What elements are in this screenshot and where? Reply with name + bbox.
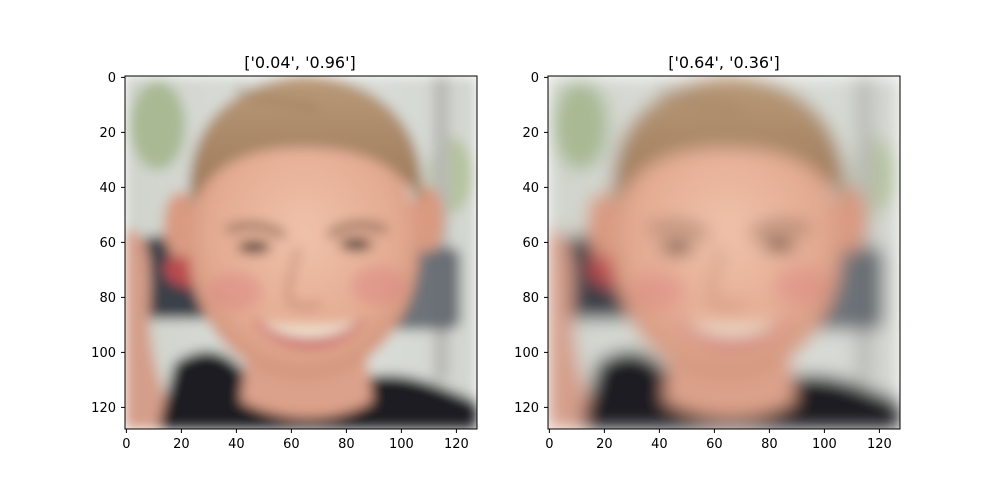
tick-label: 0 bbox=[122, 437, 130, 452]
tick-label: 40 bbox=[99, 181, 116, 196]
panel-right-x-ticks: 0 20 40 60 80 100 120 bbox=[545, 429, 892, 452]
tick-label: 40 bbox=[651, 437, 668, 452]
panel-right: ['0.64', '0.36'] 0 20 40 60 80 100 120 bbox=[514, 53, 901, 452]
tick-label: 0 bbox=[545, 437, 553, 452]
tick-label: 40 bbox=[228, 437, 245, 452]
tick-label: 80 bbox=[338, 437, 355, 452]
panel-right-image bbox=[548, 76, 900, 429]
tick-label: 60 bbox=[522, 236, 539, 251]
tick-label: 20 bbox=[522, 126, 539, 141]
tick-label: 40 bbox=[522, 181, 539, 196]
panel-left-frame bbox=[124, 75, 478, 430]
tick-label: 20 bbox=[596, 437, 613, 452]
tick-label: 60 bbox=[283, 437, 300, 452]
tick-label: 80 bbox=[99, 291, 116, 306]
tick-label: 100 bbox=[389, 437, 414, 452]
tick-label: 0 bbox=[531, 71, 539, 86]
tick-label: 120 bbox=[514, 401, 539, 416]
tick-label: 80 bbox=[522, 291, 539, 306]
tick-label: 100 bbox=[812, 437, 837, 452]
tick-label: 60 bbox=[99, 236, 116, 251]
panel-right-title: ['0.64', '0.36'] bbox=[668, 53, 780, 72]
panel-right-frame bbox=[547, 75, 901, 430]
panel-left-image bbox=[125, 76, 477, 429]
panel-right-y-ticks: 0 20 40 60 80 100 120 bbox=[514, 71, 548, 416]
tick-label: 120 bbox=[867, 437, 892, 452]
panel-left: ['0.04', '0.96'] 0 20 40 60 80 100 120 bbox=[91, 53, 478, 452]
panel-left-y-ticks: 0 20 40 60 80 100 120 bbox=[91, 71, 125, 416]
tick-label: 20 bbox=[173, 437, 190, 452]
tick-label: 60 bbox=[706, 437, 723, 452]
tick-label: 100 bbox=[514, 346, 539, 361]
tick-label: 120 bbox=[444, 437, 469, 452]
panel-left-title: ['0.04', '0.96'] bbox=[244, 53, 356, 72]
panel-left-x-ticks: 0 20 40 60 80 100 120 bbox=[122, 429, 469, 452]
tick-label: 80 bbox=[761, 437, 778, 452]
tick-label: 20 bbox=[99, 126, 116, 141]
tick-label: 0 bbox=[108, 71, 116, 86]
tick-label: 100 bbox=[91, 346, 116, 361]
tick-label: 120 bbox=[91, 401, 116, 416]
